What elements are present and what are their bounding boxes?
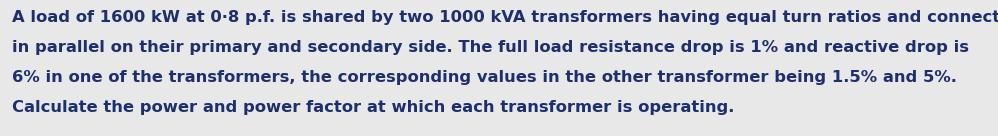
Text: Calculate the power and power factor at which each transformer is operating.: Calculate the power and power factor at … [12, 100, 735, 115]
Text: in parallel on their primary and secondary side. The full load resistance drop i: in parallel on their primary and seconda… [12, 40, 969, 55]
Text: 6% in one of the transformers, the corresponding values in the other transformer: 6% in one of the transformers, the corre… [12, 70, 957, 85]
Text: A load of 1600 kW at 0·8 p.f. is shared by two 1000 kVA transformers having equa: A load of 1600 kW at 0·8 p.f. is shared … [12, 10, 998, 25]
